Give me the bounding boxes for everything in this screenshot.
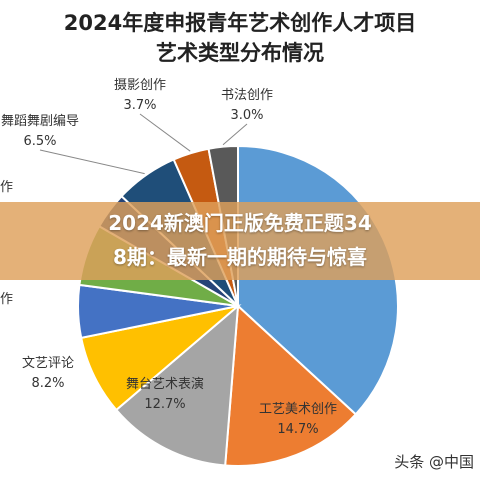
- slice-label: 舞蹈舞剧编导 6.5%: [0, 112, 100, 152]
- slice-label-name: 工艺美术创作: [258, 402, 337, 417]
- watermark: 头条 @中国: [394, 453, 474, 471]
- slice-label-name: 文艺评论: [21, 356, 74, 371]
- leader-line: [39, 149, 145, 175]
- slice-label-value: 6.5%: [23, 134, 57, 149]
- overlay-banner-text: 2024新澳门正版免费正题34 8期：最新一期的期待与惊喜: [0, 206, 480, 274]
- pie-slice: [224, 303, 358, 467]
- chart-title-line2: 艺术类型分布情况: [156, 41, 324, 65]
- pie-slice: [114, 303, 240, 467]
- leader-line: [222, 123, 248, 146]
- slice-label: 舞台艺术表演 12.7%: [105, 375, 225, 415]
- banner-line1: 2024新澳门正版免费正题34: [108, 211, 372, 235]
- slice-label-name: 舞台艺术表演: [125, 377, 204, 392]
- leader-line: [139, 113, 191, 152]
- chart-title: 2024年度申报青年艺术创作人才项目 艺术类型分布情况: [0, 8, 480, 68]
- slice-label: 摄影创作 3.7%: [80, 76, 200, 116]
- slice-label-value: 3.0%: [230, 108, 264, 123]
- overlay-banner: [0, 202, 480, 280]
- slice-label: 工艺美术创作 14.7%: [238, 400, 358, 440]
- slice-label: 书法创作 3.0%: [187, 86, 307, 126]
- slice-label-value: 8.2%: [31, 376, 65, 391]
- slice-label-clipped: 作: [0, 292, 14, 307]
- slice-label-value: 3.7%: [123, 98, 157, 113]
- slice-label-name: 书法创作: [220, 88, 273, 103]
- slice-label-clipped: 作: [0, 180, 14, 195]
- chart-title-line1: 2024年度申报青年艺术创作人才项目: [63, 11, 417, 35]
- slice-label-value: 12.7%: [144, 397, 186, 412]
- slice-label: 文艺评论 8.2%: [0, 354, 108, 394]
- slice-label-name: 舞蹈舞剧编导: [0, 114, 79, 129]
- slice-label-name: 摄影创作: [113, 78, 166, 93]
- slice-label-value: 14.7%: [277, 422, 319, 437]
- banner-line2: 8期：最新一期的期待与惊喜: [113, 245, 367, 269]
